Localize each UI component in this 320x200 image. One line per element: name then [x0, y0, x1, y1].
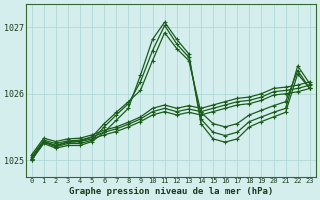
X-axis label: Graphe pression niveau de la mer (hPa): Graphe pression niveau de la mer (hPa) [68, 187, 273, 196]
